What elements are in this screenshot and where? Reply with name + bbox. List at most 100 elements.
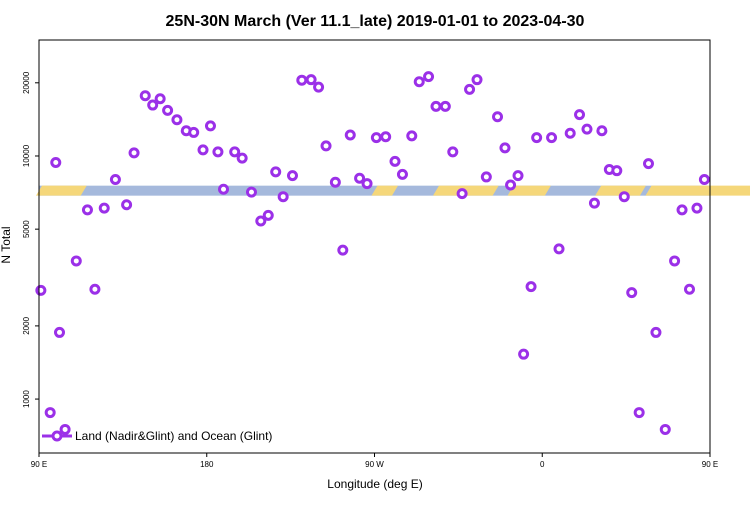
plot-frame [38,39,711,454]
y-tick-label: 2000 [22,316,31,334]
data-point [525,281,537,293]
y-tick-label: 1000 [22,390,31,408]
data-point [361,178,373,190]
data-point [197,144,209,156]
data-point [89,283,101,295]
data-point [618,191,630,203]
data-point [204,120,216,132]
data-point [354,172,366,184]
data-point [596,125,608,137]
data-point [229,146,241,158]
x-tick-label: 90 E [702,460,718,469]
data-point [676,204,688,216]
data-point [456,188,468,200]
data-point [337,244,349,256]
data-point [218,183,230,195]
y-tick-label: 5000 [22,220,31,238]
data-point [389,155,401,167]
data-point [505,179,517,191]
land-segment [371,185,399,196]
data-point [54,326,66,338]
data-point [430,100,442,112]
data-point [154,93,166,105]
data-point [406,130,418,142]
data-point [286,170,298,182]
data-point [171,114,183,126]
chart-title: 25N-30N March (Ver 11.1_late) 2019-01-01… [166,13,585,30]
data-point [255,215,267,227]
x-tick-label: 90 E [31,460,47,469]
data-point [626,287,638,299]
y-tick-label: 20000 [22,71,31,94]
data-point [277,191,289,203]
data-point [518,348,530,360]
land-segment [595,185,646,196]
data-point [147,99,159,111]
legend: Land (Nadir&Glint) and Ocean (Glint) [42,429,272,443]
data-point [691,202,703,214]
data-point [423,71,435,83]
data-point [59,423,71,435]
data-point [611,165,623,177]
data-point [413,76,425,88]
x-tick-label: 90 W [365,460,384,469]
data-point [270,166,282,178]
data-point [329,176,341,188]
data-point [683,283,695,295]
data-point [574,109,586,121]
data-point [305,74,317,86]
land-segment [36,185,87,196]
data-point [439,100,451,112]
data-point [313,81,325,93]
data-point [245,186,257,198]
legend-marker-icon [51,430,63,442]
axis-ticks: 90 E 180 90 W 0 90 E 1000 2000 5000 10000 20000 [22,71,718,469]
data-point [81,204,93,216]
data-point [581,123,593,135]
data-point [98,202,110,214]
data-point [44,407,56,419]
data-point [296,74,308,86]
data-point [492,111,504,123]
data-point [480,171,492,183]
x-axis-label: Longitude (deg E) [327,477,422,491]
data-point [50,157,62,169]
data-point [471,74,483,86]
data-point [212,146,224,158]
data-point [546,132,558,144]
data-point [564,127,576,139]
data-point [370,132,382,144]
data-point [588,197,600,209]
data-point [35,284,47,296]
data-point [553,243,565,255]
data-point [531,132,543,144]
data-point [128,147,140,159]
data-points [35,71,710,435]
x-tick-label: 0 [540,460,545,469]
data-point [698,174,710,186]
data-point [380,131,392,143]
data-point [109,174,121,186]
data-point [512,170,524,182]
y-tick-label: 10000 [22,144,31,167]
data-point [188,126,200,138]
data-point [669,255,681,267]
land-segment [507,185,551,196]
data-point [162,104,174,116]
data-point [659,423,671,435]
data-point [320,140,332,152]
data-point [642,158,654,170]
data-point [396,168,408,180]
y-axis-label: N Total [0,226,13,263]
data-point [650,326,662,338]
data-point [121,199,133,211]
data-point [262,209,274,221]
x-tick-label: 180 [200,460,214,469]
data-point [464,83,476,95]
land-segment [645,185,750,196]
data-point [633,407,645,419]
data-point [139,90,151,102]
data-point [344,129,356,141]
